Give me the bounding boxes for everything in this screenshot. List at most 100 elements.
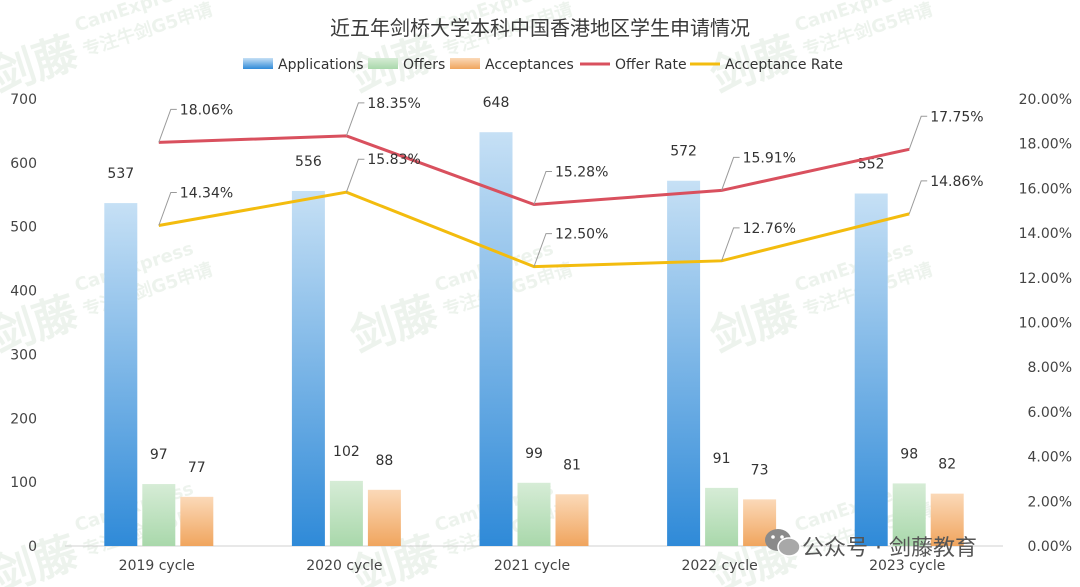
applications-data-label: 572 [670, 144, 697, 160]
applications-bar [291, 190, 325, 546]
y-left-tick-label: 100 [10, 475, 37, 491]
legend-item: Applications [243, 57, 364, 73]
y-left-tick-label: 700 [10, 92, 37, 108]
y-left-tick-label: 0 [28, 539, 37, 555]
legend-swatch [450, 58, 480, 69]
y-right-tick-label: 2.00% [1028, 494, 1072, 510]
offers-data-label: 98 [900, 446, 918, 462]
acceptance-rate-data-label: 12.50% [555, 227, 608, 243]
offers-data-label: 91 [713, 451, 731, 467]
watermark-logo: 剑藤 [345, 287, 444, 363]
acceptances-bar [930, 493, 964, 546]
legend-item: Offers [368, 57, 445, 73]
y-left-tick-label: 600 [10, 156, 37, 172]
y-right-tick-label: 10.00% [1019, 316, 1072, 332]
watermark-logo: 剑藤 [705, 287, 804, 363]
x-axis: 2019 cycle 2020 cycle 2021 cycle 2022 cycle… [119, 558, 946, 574]
applications-bar [104, 203, 138, 546]
legend-label: Applications [278, 57, 364, 73]
acceptances-data-label: 82 [938, 457, 956, 473]
y-right-tick-label: 8.00% [1028, 360, 1072, 376]
acceptances-bar [180, 496, 214, 546]
legend-item: Acceptance Rate [690, 57, 843, 73]
acceptances-data-label: 73 [751, 462, 769, 478]
x-tick-label: 2020 cycle [306, 558, 382, 574]
y-right-tick-label: 16.00% [1019, 181, 1072, 197]
applications-data-label: 648 [483, 95, 510, 111]
acceptance-rate-data-label: 14.34% [180, 186, 233, 202]
offers-bar [892, 483, 926, 546]
acceptance-rate-leader-line [158, 192, 177, 226]
x-tick-label: 2023 cycle [869, 558, 945, 574]
acceptance-rate-leader-line [721, 227, 740, 261]
acceptance-rate-leader-line [533, 233, 552, 267]
offer-rate-data-label: 15.91% [743, 150, 796, 166]
line-series: 18.06% 18.35% 15.28% 15.91% 17.75% 14.34% 15.8… [158, 96, 984, 269]
y-axis-left: 0 100 200 300 400 500 600 700 [10, 92, 37, 555]
legend-label: Offer Rate [615, 57, 687, 73]
y-axis-right: 0.00% 2.00% 4.00% 6.00% 8.00% 10.00% 12.00% 14.… [1019, 92, 1072, 555]
legend-item: Offer Rate [580, 57, 687, 73]
y-right-tick-label: 12.00% [1019, 271, 1072, 287]
offers-bar [142, 484, 176, 546]
offer-rate-leader-line [721, 156, 740, 191]
offers-data-label: 97 [150, 447, 168, 463]
offer-rate-leader-line [533, 170, 552, 205]
offer-rate-data-label: 15.28% [555, 164, 608, 180]
offer-rate-data-label: 18.35% [367, 96, 420, 112]
offers-bar [329, 480, 363, 546]
watermark-logo: 剑藤 [0, 527, 84, 587]
x-tick-label: 2022 cycle [681, 558, 757, 574]
y-right-tick-label: 0.00% [1028, 539, 1072, 555]
acceptances-data-label: 81 [563, 457, 581, 473]
applications-bar [479, 132, 513, 546]
offers-bar [517, 482, 551, 546]
legend-swatch [368, 58, 398, 69]
acceptance-rate-leader-line [908, 180, 928, 215]
acceptance-rate-data-label: 14.86% [930, 174, 983, 190]
applications-bar [667, 180, 701, 547]
wechat-icon [765, 529, 801, 557]
legend-label: Acceptance Rate [725, 57, 843, 73]
wechat-label: 公众号 · 剑藤教育 [802, 536, 977, 561]
offer-rate-data-label: 17.75% [930, 109, 983, 125]
legend-swatch [243, 58, 273, 69]
y-right-tick-label: 18.00% [1019, 137, 1072, 153]
legend: Applications Offers Acceptances Offer Rate A… [243, 57, 843, 73]
legend-label: Acceptances [485, 57, 574, 73]
y-right-tick-label: 4.00% [1028, 450, 1072, 466]
offers-data-label: 99 [525, 446, 543, 462]
legend-item: Acceptances [450, 57, 574, 73]
acceptances-data-label: 77 [188, 460, 206, 476]
y-right-tick-label: 14.00% [1019, 226, 1072, 242]
acceptances-data-label: 88 [375, 453, 393, 469]
wechat-footer: 公众号 · 剑藤教育 [765, 529, 977, 561]
applications-data-label: 556 [295, 154, 322, 170]
offer-rate-leader-line [908, 115, 928, 150]
legend-label: Offers [403, 57, 445, 73]
offer-rate-line [158, 134, 910, 207]
acceptance-rate-data-label: 12.76% [743, 221, 796, 237]
acceptance-rate-leader-line [345, 158, 365, 193]
offer-rate-data-label: 18.06% [180, 102, 233, 118]
acceptance-rate-data-label: 15.83% [367, 152, 420, 168]
x-tick-label: 2019 cycle [119, 558, 195, 574]
y-right-tick-label: 6.00% [1028, 405, 1072, 421]
y-left-tick-label: 500 [10, 220, 37, 236]
acceptances-bar [367, 489, 401, 546]
x-tick-label: 2021 cycle [494, 558, 570, 574]
offer-rate-leader-line [158, 108, 177, 143]
chart-title: 近五年剑桥大学本科中国香港地区学生申请情况 [330, 16, 750, 40]
acceptances-bar [555, 494, 589, 546]
y-left-tick-label: 300 [10, 347, 37, 363]
offers-bar [705, 487, 739, 546]
offer-rate-leader-line [345, 102, 365, 137]
y-left-tick-label: 400 [10, 284, 37, 300]
y-left-tick-label: 200 [10, 411, 37, 427]
offers-data-label: 102 [333, 444, 360, 460]
